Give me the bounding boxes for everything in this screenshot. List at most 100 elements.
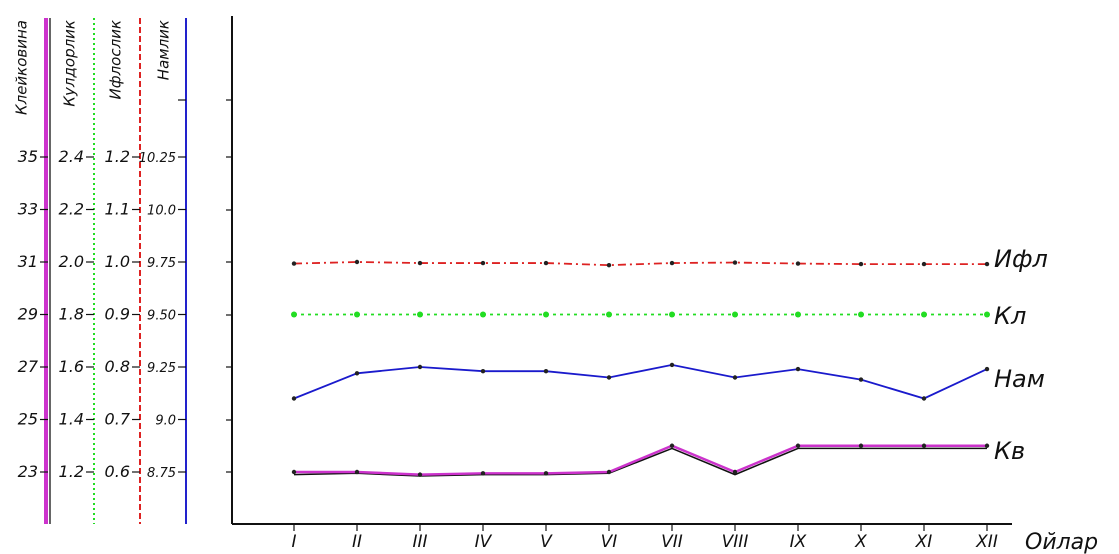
point-kv	[795, 443, 801, 448]
point-kl	[606, 311, 612, 318]
point-ifl	[921, 261, 927, 267]
tick-label-kl: 2.0	[59, 252, 84, 271]
x-tick-label: VII	[661, 532, 683, 552]
point-kl	[669, 311, 675, 318]
tick-label-kv: 25	[18, 410, 38, 429]
tick-label-nam: 8.75	[147, 466, 176, 481]
x-tick-label: VI	[601, 532, 618, 552]
tick-label-nam: 10.0	[147, 204, 176, 219]
tick-label-ifl: 0.8	[105, 357, 130, 376]
point-ifl	[417, 260, 423, 266]
tick-label-ifl: 1.1	[105, 200, 130, 219]
point-ifl	[984, 261, 990, 267]
x-tick-label: III	[412, 532, 427, 552]
tick-label-kv: 35	[18, 147, 38, 166]
point-kv	[354, 469, 360, 475]
x-tick-label: V	[540, 532, 553, 552]
axis-title-nam: Намлик	[155, 20, 173, 80]
point-nam	[795, 366, 801, 372]
point-kl	[354, 311, 360, 318]
tick-label-kl: 1.4	[59, 410, 84, 429]
x-tick-label: XII	[975, 532, 998, 552]
tick-label-kl: 1.8	[59, 305, 84, 324]
point-kv	[480, 471, 486, 476]
tick-label-kv: 31	[18, 252, 38, 271]
series-line-ifl	[293, 261, 987, 267]
series-line-nam	[293, 363, 988, 400]
tick-label-kl: 2.4	[59, 147, 84, 166]
tick-label-ifl: 1.2	[105, 147, 130, 166]
point-kv	[858, 443, 864, 448]
tick-label-kv: 23	[18, 462, 38, 481]
point-kl	[858, 311, 864, 318]
point-ifl	[858, 261, 864, 267]
x-tick-label: II	[352, 532, 362, 552]
point-nam	[480, 369, 486, 374]
point-nam	[417, 364, 423, 370]
point-kv	[543, 471, 549, 476]
point-kv	[669, 443, 675, 448]
point-nam	[984, 366, 990, 372]
point-kl	[921, 311, 927, 318]
x-tick-label: X	[854, 532, 867, 552]
axis-title-kl: Кулдорлик	[61, 20, 79, 107]
tick-label-nam: 9.25	[147, 361, 176, 376]
point-nam	[669, 362, 675, 368]
x-axis-title: Ойлар	[1025, 530, 1098, 554]
tick-label-kl: 2.2	[59, 200, 84, 219]
point-ifl	[669, 260, 675, 266]
series-label-kv: Кв	[994, 437, 1025, 465]
tick-label-kv: 29	[18, 305, 38, 324]
axis-title-ifl: Ифлослик	[107, 20, 125, 99]
point-kv	[417, 472, 423, 477]
point-kv	[921, 443, 927, 448]
point-ifl	[543, 260, 549, 266]
point-nam	[291, 396, 297, 401]
point-kl	[984, 311, 990, 318]
plot-frame	[226, 16, 1012, 525]
x-tick-label: IV	[475, 532, 493, 552]
tick-label-ifl: 1.0	[105, 252, 130, 271]
point-kl	[732, 311, 738, 318]
point-nam	[354, 371, 360, 376]
tick-label-kl: 1.2	[59, 462, 84, 481]
x-tick-label: I	[291, 532, 296, 552]
point-nam	[606, 375, 612, 380]
point-kl	[795, 311, 801, 318]
series-line-kv	[294, 444, 987, 476]
point-nam	[858, 377, 864, 382]
point-kl	[480, 311, 486, 318]
tick-label-nam: 10.25	[139, 151, 176, 166]
tick-label-ifl: 0.6	[105, 462, 130, 481]
point-ifl	[480, 260, 486, 266]
point-nam	[921, 396, 927, 401]
tick-label-kv: 33	[18, 200, 38, 219]
tick-label-nam: 9.50	[147, 309, 176, 324]
tick-label-kv: 27	[18, 357, 39, 376]
tick-label-ifl: 0.7	[105, 410, 131, 429]
tick-label-nam: 9.75	[147, 256, 176, 271]
series-label-kl: Кл	[994, 302, 1026, 330]
point-ifl	[291, 261, 297, 266]
point-ifl	[795, 261, 801, 266]
axis-title-kv: Клейковина	[13, 20, 31, 115]
point-ifl	[354, 259, 360, 265]
point-kl	[543, 311, 549, 318]
series-line-kv-black	[293, 447, 987, 477]
point-kv	[732, 469, 738, 475]
point-kv	[291, 469, 297, 475]
series-label-nam: Нам	[994, 365, 1045, 393]
tick-label-kl: 1.6	[59, 357, 84, 376]
x-tick-label: VIII	[722, 532, 749, 552]
x-tick-label: IX	[790, 532, 807, 552]
tick-label-nam: 9.0	[155, 414, 176, 429]
point-ifl	[606, 262, 612, 268]
tick-label-ifl: 0.9	[105, 305, 130, 324]
point-nam	[732, 375, 738, 380]
left-axes: Клейковина 23 25 27 29 31 33 35 Кулдорлик 1.2 1.4 1…	[13, 18, 187, 524]
series-labels: Ифл Кл Нам Кв	[994, 245, 1048, 465]
point-kl	[291, 311, 297, 318]
point-kl	[417, 311, 423, 318]
point-nam	[543, 369, 549, 374]
